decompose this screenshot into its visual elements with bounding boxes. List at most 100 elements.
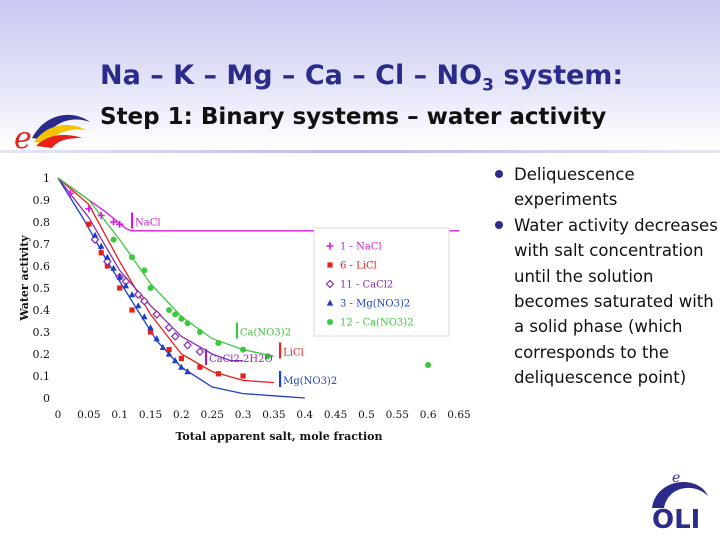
data-point bbox=[327, 319, 333, 325]
model-curve bbox=[57, 177, 459, 232]
data-point bbox=[97, 211, 105, 219]
y-tick-label: 0.8 bbox=[33, 216, 51, 229]
x-tick-label: 0.35 bbox=[262, 409, 285, 421]
legend-box bbox=[313, 227, 450, 337]
header-divider bbox=[0, 150, 720, 153]
legend-entry: 1 - NaCl bbox=[340, 242, 382, 253]
annotation-label: Mg(NO3)2 bbox=[283, 376, 337, 387]
x-tick-label: 0.2 bbox=[173, 409, 190, 421]
data-point bbox=[172, 357, 179, 364]
data-point bbox=[122, 282, 130, 289]
data-point bbox=[153, 335, 160, 342]
data-point bbox=[325, 279, 335, 289]
annotations: NaCl Ca(NO3)2 CaCl2.2H2O LiCl Mg(NO3)2 bbox=[130, 212, 337, 387]
data-point bbox=[326, 242, 334, 250]
x-tick-label: 0.55 bbox=[386, 409, 409, 421]
data-point bbox=[104, 263, 110, 269]
legend-entry: 12 - Ca(NO3)2 bbox=[340, 318, 414, 329]
data-point bbox=[98, 250, 104, 256]
x-tick-label: 0.4 bbox=[296, 409, 313, 421]
data-point bbox=[133, 290, 143, 299]
y-tick-label: 0.1 bbox=[33, 370, 51, 383]
y-tick-label: 0.7 bbox=[33, 238, 51, 251]
data-point bbox=[184, 320, 191, 327]
y-tick-label: 0.6 bbox=[33, 260, 51, 273]
x-tick-label: 0.05 bbox=[77, 409, 100, 421]
data-point bbox=[165, 350, 173, 357]
data-point bbox=[147, 329, 154, 335]
x-tick-label: 0.1 bbox=[111, 409, 128, 421]
data-point bbox=[326, 299, 334, 306]
y-tick-label: 0.4 bbox=[33, 304, 51, 317]
data-point bbox=[129, 254, 136, 261]
data-point bbox=[215, 371, 221, 377]
data-point bbox=[103, 257, 112, 266]
data-point bbox=[86, 221, 92, 227]
data-point bbox=[159, 343, 167, 350]
data-point bbox=[91, 231, 99, 238]
model-curve bbox=[57, 177, 275, 357]
x-tick-label: 0.6 bbox=[420, 409, 437, 421]
bullet-item: Water activity decreases with salt conce… bbox=[495, 213, 718, 391]
data-point bbox=[85, 205, 93, 213]
annotation-label: LiCl bbox=[283, 347, 304, 358]
legend: 1 - NaCl 6 - LiCl 11 - CaCl2 3 - Mg(NO3)2 12… bbox=[313, 227, 450, 337]
data-point bbox=[110, 264, 117, 271]
data-point bbox=[110, 236, 117, 243]
data-point bbox=[104, 253, 111, 260]
model-curve bbox=[57, 177, 274, 384]
e-logo-icon: e bbox=[14, 114, 90, 154]
y-tick-label: 0.3 bbox=[33, 326, 51, 339]
data-point bbox=[240, 373, 246, 379]
data-point bbox=[141, 313, 148, 320]
model-curve bbox=[57, 177, 244, 362]
y-axis: 0 0.1 0.2 0.3 0.4 0.5 0.6 0.7 0.8 0.9 1 bbox=[33, 172, 51, 405]
data-point bbox=[264, 353, 271, 360]
svg-text:e: e bbox=[672, 470, 680, 486]
x-tick-label: 0 bbox=[55, 409, 62, 421]
slide-title: Na – K – Mg – Ca – Cl – NO3 system: bbox=[100, 60, 624, 96]
y-tick-label: 0 bbox=[43, 392, 50, 405]
data-point bbox=[166, 347, 172, 353]
data-point bbox=[425, 362, 432, 368]
y-tick-label: 1 bbox=[43, 172, 50, 185]
data-point bbox=[128, 291, 136, 298]
bullet-item: Deliquescence experiments bbox=[495, 162, 718, 213]
data-point bbox=[116, 220, 124, 228]
data-point bbox=[110, 218, 118, 226]
slide-subtitle: Step 1: Binary systems – water activity bbox=[100, 104, 607, 130]
data-point bbox=[172, 311, 179, 318]
svg-text:OLI: OLI bbox=[652, 505, 700, 534]
data-point bbox=[90, 235, 100, 244]
data-point bbox=[116, 273, 123, 280]
x-tick-label: 0.65 bbox=[447, 409, 470, 421]
x-tick-label: 0.5 bbox=[358, 409, 375, 421]
x-tick-label: 0.15 bbox=[139, 409, 162, 421]
bullet-list: Deliquescence experiments Water activity… bbox=[495, 162, 718, 391]
annotation-label: NaCl bbox=[135, 218, 161, 229]
data-point bbox=[184, 368, 191, 375]
data-point bbox=[197, 364, 203, 370]
data-point bbox=[170, 332, 180, 341]
data-point bbox=[183, 340, 192, 350]
data-point bbox=[178, 315, 185, 322]
data-point bbox=[178, 355, 184, 361]
annotation-label: CaCl2.2H2O bbox=[209, 354, 273, 365]
x-tick-label: 0.45 bbox=[324, 409, 347, 421]
data-point bbox=[117, 285, 123, 291]
y-tick-label: 0.5 bbox=[33, 282, 51, 295]
data-point bbox=[66, 189, 74, 197]
data-point bbox=[135, 302, 142, 309]
x-tick-label: 0.25 bbox=[201, 409, 224, 421]
data-point bbox=[140, 296, 149, 306]
data-point bbox=[178, 363, 185, 370]
annotation-label: Ca(NO3)2 bbox=[240, 328, 291, 339]
data-point bbox=[240, 346, 247, 353]
data-point bbox=[152, 310, 162, 319]
oli-logo-icon: e OLI bbox=[652, 470, 708, 534]
data-point bbox=[97, 242, 105, 249]
legend-entry: 6 - LiCl bbox=[340, 261, 377, 272]
data-points bbox=[66, 189, 432, 379]
data-point bbox=[166, 307, 173, 313]
data-point bbox=[141, 267, 148, 274]
